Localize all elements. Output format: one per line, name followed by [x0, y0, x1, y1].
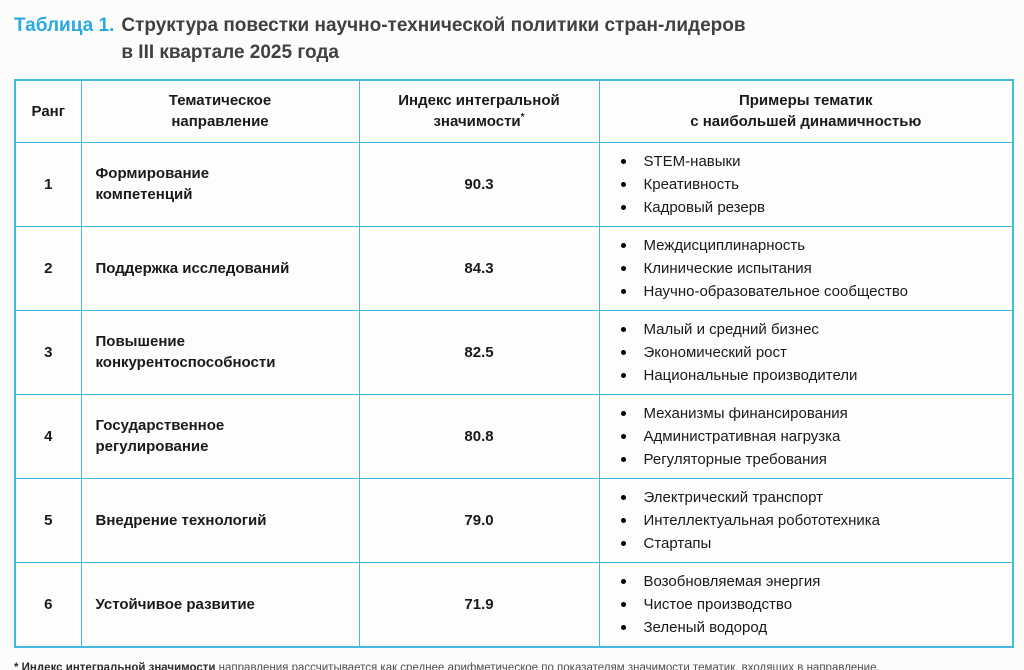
rank-cell: 2 — [14, 225, 82, 311]
examples-list: Малый и средний бизнес Экономический рост… — [612, 318, 1003, 387]
index-cell: 82.5 — [358, 309, 600, 395]
example-item: Кадровый резерв — [612, 196, 1003, 219]
examples-list: Механизмы финансирования Административная… — [612, 402, 1003, 471]
header-examples: Примеры тематик с наибольшей динамичност… — [598, 79, 1014, 143]
direction-cell: Внедрение технологий — [80, 477, 360, 563]
examples-cell: Малый и средний бизнес Экономический рост… — [598, 309, 1014, 395]
direction-cell: Формирование компетенций — [80, 141, 360, 227]
examples-list: Междисциплинарность Клинические испытания… — [612, 234, 1003, 303]
example-item: Научно-образовательное сообщество — [612, 280, 1003, 303]
example-item: Зеленый водород — [612, 616, 1003, 639]
examples-list: Возобновляемая энергия Чистое производств… — [612, 570, 1003, 639]
header-index: Индекс интегральной значимости* — [358, 79, 600, 143]
examples-cell: Электрический транспорт Интеллектуальная … — [598, 477, 1014, 563]
table-row: 5 Внедрение технологий 79.0 Электрически… — [14, 477, 1014, 563]
example-item: Междисциплинарность — [612, 234, 1003, 257]
example-item: Регуляторные требования — [612, 448, 1003, 471]
example-item: Механизмы финансирования — [612, 402, 1003, 425]
direction-cell: Устойчивое развитие — [80, 561, 360, 647]
rank-cell: 4 — [14, 393, 82, 479]
index-cell: 90.3 — [358, 141, 600, 227]
example-item: Возобновляемая энергия — [612, 570, 1003, 593]
rank-cell: 3 — [14, 309, 82, 395]
header-row: Ранг Тематическое направление Индекс инт… — [14, 79, 1014, 143]
index-footnote: * Индекс интегральной значимости направл… — [14, 661, 1014, 670]
index-cell: 80.8 — [358, 393, 600, 479]
direction-cell: Поддержка исследований — [80, 225, 360, 311]
index-footnote-text: направления рассчитывается как среднее а… — [215, 661, 880, 670]
rank-cell: 6 — [14, 561, 82, 647]
table-row: 2 Поддержка исследований 84.3 Междисципл… — [14, 225, 1014, 311]
example-item: Национальные производители — [612, 364, 1003, 387]
table-body: 1 Формирование компетенций 90.3 STEM-нав… — [14, 141, 1014, 647]
table-caption: Таблица 1. Структура повестки научно-тех… — [14, 12, 1012, 66]
table-row: 4 Государственное регулирование 80.8 Мех… — [14, 393, 1014, 479]
table-row: 3 Повышение конкурентоспособности 82.5 М… — [14, 309, 1014, 395]
example-item: Интеллектуальная робототехника — [612, 509, 1003, 532]
example-item: Электрический транспорт — [612, 486, 1003, 509]
direction-cell: Государственное регулирование — [80, 393, 360, 479]
index-cell: 79.0 — [358, 477, 600, 563]
examples-cell: STEM-навыки Креативность Кадровый резерв — [598, 141, 1014, 227]
rank-cell: 1 — [14, 141, 82, 227]
table-row: 6 Устойчивое развитие 71.9 Возобновляема… — [14, 561, 1014, 647]
example-item: Экономический рост — [612, 341, 1003, 364]
examples-list: Электрический транспорт Интеллектуальная … — [612, 486, 1003, 555]
example-item: Клинические испытания — [612, 257, 1003, 280]
index-footnote-term: * Индекс интегральной значимости — [14, 661, 216, 670]
examples-cell: Механизмы финансирования Административная… — [598, 393, 1014, 479]
example-item: Чистое производство — [612, 593, 1003, 616]
examples-cell: Возобновляемая энергия Чистое производств… — [598, 561, 1014, 647]
example-item: Креативность — [612, 173, 1003, 196]
index-cell: 71.9 — [358, 561, 600, 647]
policy-agenda-table: Ранг Тематическое направление Индекс инт… — [14, 79, 1014, 648]
table-caption-number: Таблица 1. — [14, 15, 115, 36]
header-index-label: Индекс интегральной значимости — [398, 92, 560, 131]
examples-cell: Междисциплинарность Клинические испытания… — [598, 225, 1014, 311]
example-item: Административная нагрузка — [612, 425, 1003, 448]
examples-list: STEM-навыки Креативность Кадровый резерв — [612, 150, 1003, 219]
example-item: Малый и средний бизнес — [612, 318, 1003, 341]
direction-cell: Повышение конкурентоспособности — [80, 309, 360, 395]
index-cell: 84.3 — [358, 225, 600, 311]
table-row: 1 Формирование компетенций 90.3 STEM-нав… — [14, 141, 1014, 227]
example-item: Стартапы — [612, 532, 1003, 555]
header-rank: Ранг — [14, 79, 82, 143]
rank-cell: 5 — [14, 477, 82, 563]
header-direction: Тематическое направление — [80, 79, 360, 143]
example-item: STEM-навыки — [612, 150, 1003, 173]
header-index-asterisk: * — [520, 112, 525, 124]
table-caption-text: Структура повестки научно-технической по… — [121, 15, 746, 63]
